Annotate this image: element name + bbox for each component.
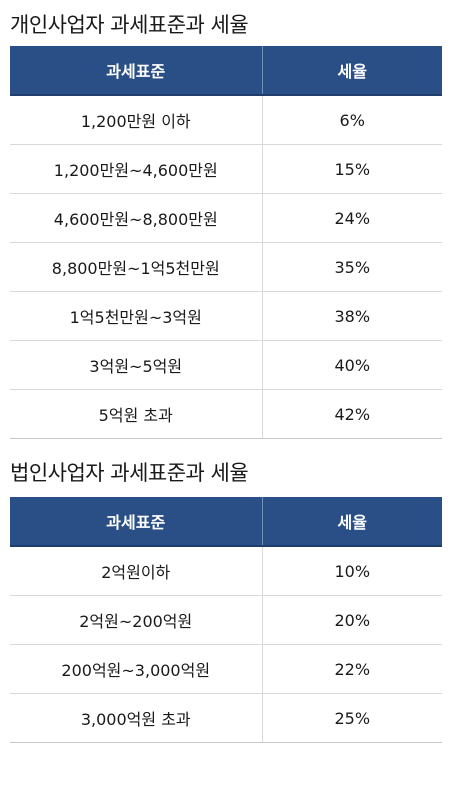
rate-cell: 15% [262,144,442,194]
table-row: 1억5천만원~3억원 38% [10,291,442,341]
rate-cell: 20% [262,595,442,645]
table-row: 1,200만원 이하 6% [10,95,442,145]
bracket-cell: 3억원~5억원 [10,340,263,390]
rate-cell: 25% [262,693,442,743]
table-row: 3,000억원 초과 25% [10,693,442,743]
bracket-cell: 1,200만원 이하 [10,95,263,145]
bracket-cell: 2억원이하 [10,546,263,596]
bracket-cell: 3,000억원 초과 [10,693,263,743]
bracket-cell: 200억원~3,000억원 [10,644,263,694]
corporate-section-title: 법인사업자 과세표준과 세율 [10,461,249,485]
bracket-cell: 2억원~200억원 [10,595,263,645]
page: 개인사업자 과세표준과 세율 과세표준 세율 1,200만원 이하 6% 1,2… [10,13,442,743]
rate-cell: 42% [262,389,442,439]
table-row: 4,600만원~8,800만원 24% [10,193,442,243]
rate-cell: 24% [262,193,442,243]
rate-cell: 10% [262,546,442,596]
bracket-cell: 5억원 초과 [10,389,263,439]
table-row: 2억원이하 10% [10,546,442,596]
rate-cell: 35% [262,242,442,292]
individual-tax-table: 과세표준 세율 1,200만원 이하 6% 1,200만원~4,600만원 15… [10,46,442,439]
rate-cell: 22% [262,644,442,694]
column-header-bracket: 과세표준 [10,497,263,547]
column-header-rate: 세율 [262,46,442,96]
table-row: 1,200만원~4,600만원 15% [10,144,442,194]
individual-section-title: 개인사업자 과세표준과 세율 [10,13,249,37]
bracket-cell: 1,200만원~4,600만원 [10,144,263,194]
table-row: 200억원~3,000억원 22% [10,644,442,694]
table-row: 5억원 초과 42% [10,389,442,439]
bracket-cell: 1억5천만원~3억원 [10,291,263,341]
rate-cell: 6% [262,95,442,145]
column-header-rate: 세율 [262,497,442,547]
table-header-row: 과세표준 세율 [10,497,442,547]
table-row: 2억원~200억원 20% [10,595,442,645]
rate-cell: 40% [262,340,442,390]
bracket-cell: 4,600만원~8,800만원 [10,193,263,243]
corporate-tax-table: 과세표준 세율 2억원이하 10% 2억원~200억원 20% 200억원~3,… [10,497,442,743]
table-header-row: 과세표준 세율 [10,46,442,96]
table-row: 8,800만원~1억5천만원 35% [10,242,442,292]
table-row: 3억원~5억원 40% [10,340,442,390]
rate-cell: 38% [262,291,442,341]
bracket-cell: 8,800만원~1억5천만원 [10,242,263,292]
column-header-bracket: 과세표준 [10,46,263,96]
